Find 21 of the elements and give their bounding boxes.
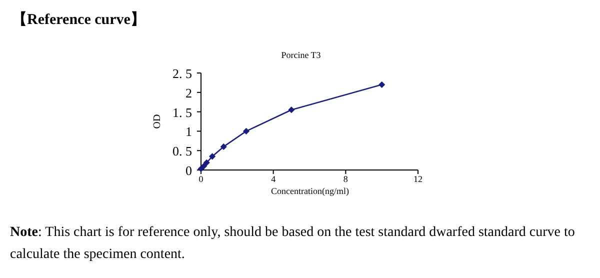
point: [242, 128, 250, 134]
text: Note: This chart is for reference only, should be based on the test standard dwarfed standard curve to calculate the specimen content.: [10, 224, 576, 264]
x-tick-label: 0: [198, 174, 204, 184]
text: 【Reference curve】: [12, 11, 146, 28]
x-tick-label: 4: [271, 174, 276, 184]
point: [200, 162, 208, 170]
x-axis-title: Concentration(ng/ml): [271, 186, 349, 196]
chart-subtitle: Porcine T3: [281, 50, 322, 60]
point: [288, 106, 295, 114]
y-tick-label: 1: [186, 124, 192, 140]
y-tick-label: 1. 5: [172, 104, 192, 120]
point: [378, 81, 386, 88]
x-tick-label: 8: [343, 174, 348, 184]
y-tick-label: 0. 5: [172, 144, 192, 159]
x-tick-label: 12: [414, 174, 422, 184]
y-axis-title: OD: [152, 114, 163, 129]
point: [209, 153, 216, 160]
point: [203, 159, 210, 166]
y-tick-label: 2. 5: [172, 66, 192, 81]
y-tick-label: 2: [186, 85, 192, 100]
point: [220, 143, 227, 150]
